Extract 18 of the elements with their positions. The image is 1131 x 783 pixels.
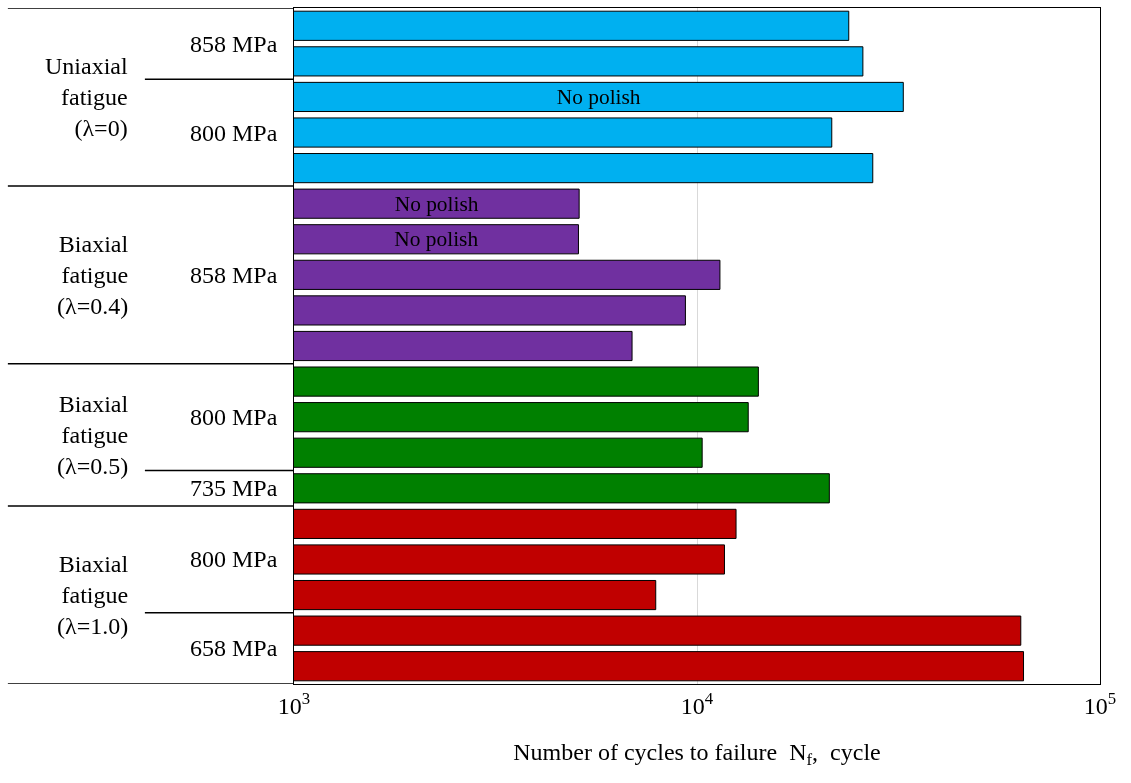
text: 800 MPa <box>190 546 278 572</box>
text: Biaxial fatigue (λ=0.4) <box>57 231 129 320</box>
x-tick-label: 10$^{3}$ <box>277 688 311 719</box>
data-label: No polish <box>394 227 479 252</box>
text: Biaxial fatigue (λ=0.5) <box>57 391 129 480</box>
x-axis-title: Number of cycles to failure N$_{f}$, cycle <box>513 739 881 770</box>
x-tick-label: 10$^{4}$ <box>680 688 714 719</box>
text: 658 MPa <box>190 635 278 661</box>
text: Biaxial fatigue (λ=1.0) <box>57 551 129 640</box>
text: 858 MPa <box>190 262 278 288</box>
text: Uniaxial fatigue (λ=0) <box>45 53 128 142</box>
data-label: No polish <box>394 191 479 216</box>
text: 800 MPa <box>190 120 278 146</box>
text: 735 MPa <box>190 475 278 501</box>
text: 858 MPa <box>190 31 278 57</box>
data-label: No polish <box>556 85 641 110</box>
x-tick-label: 10$^{5}$ <box>1083 688 1117 719</box>
text: 800 MPa <box>190 404 278 430</box>
